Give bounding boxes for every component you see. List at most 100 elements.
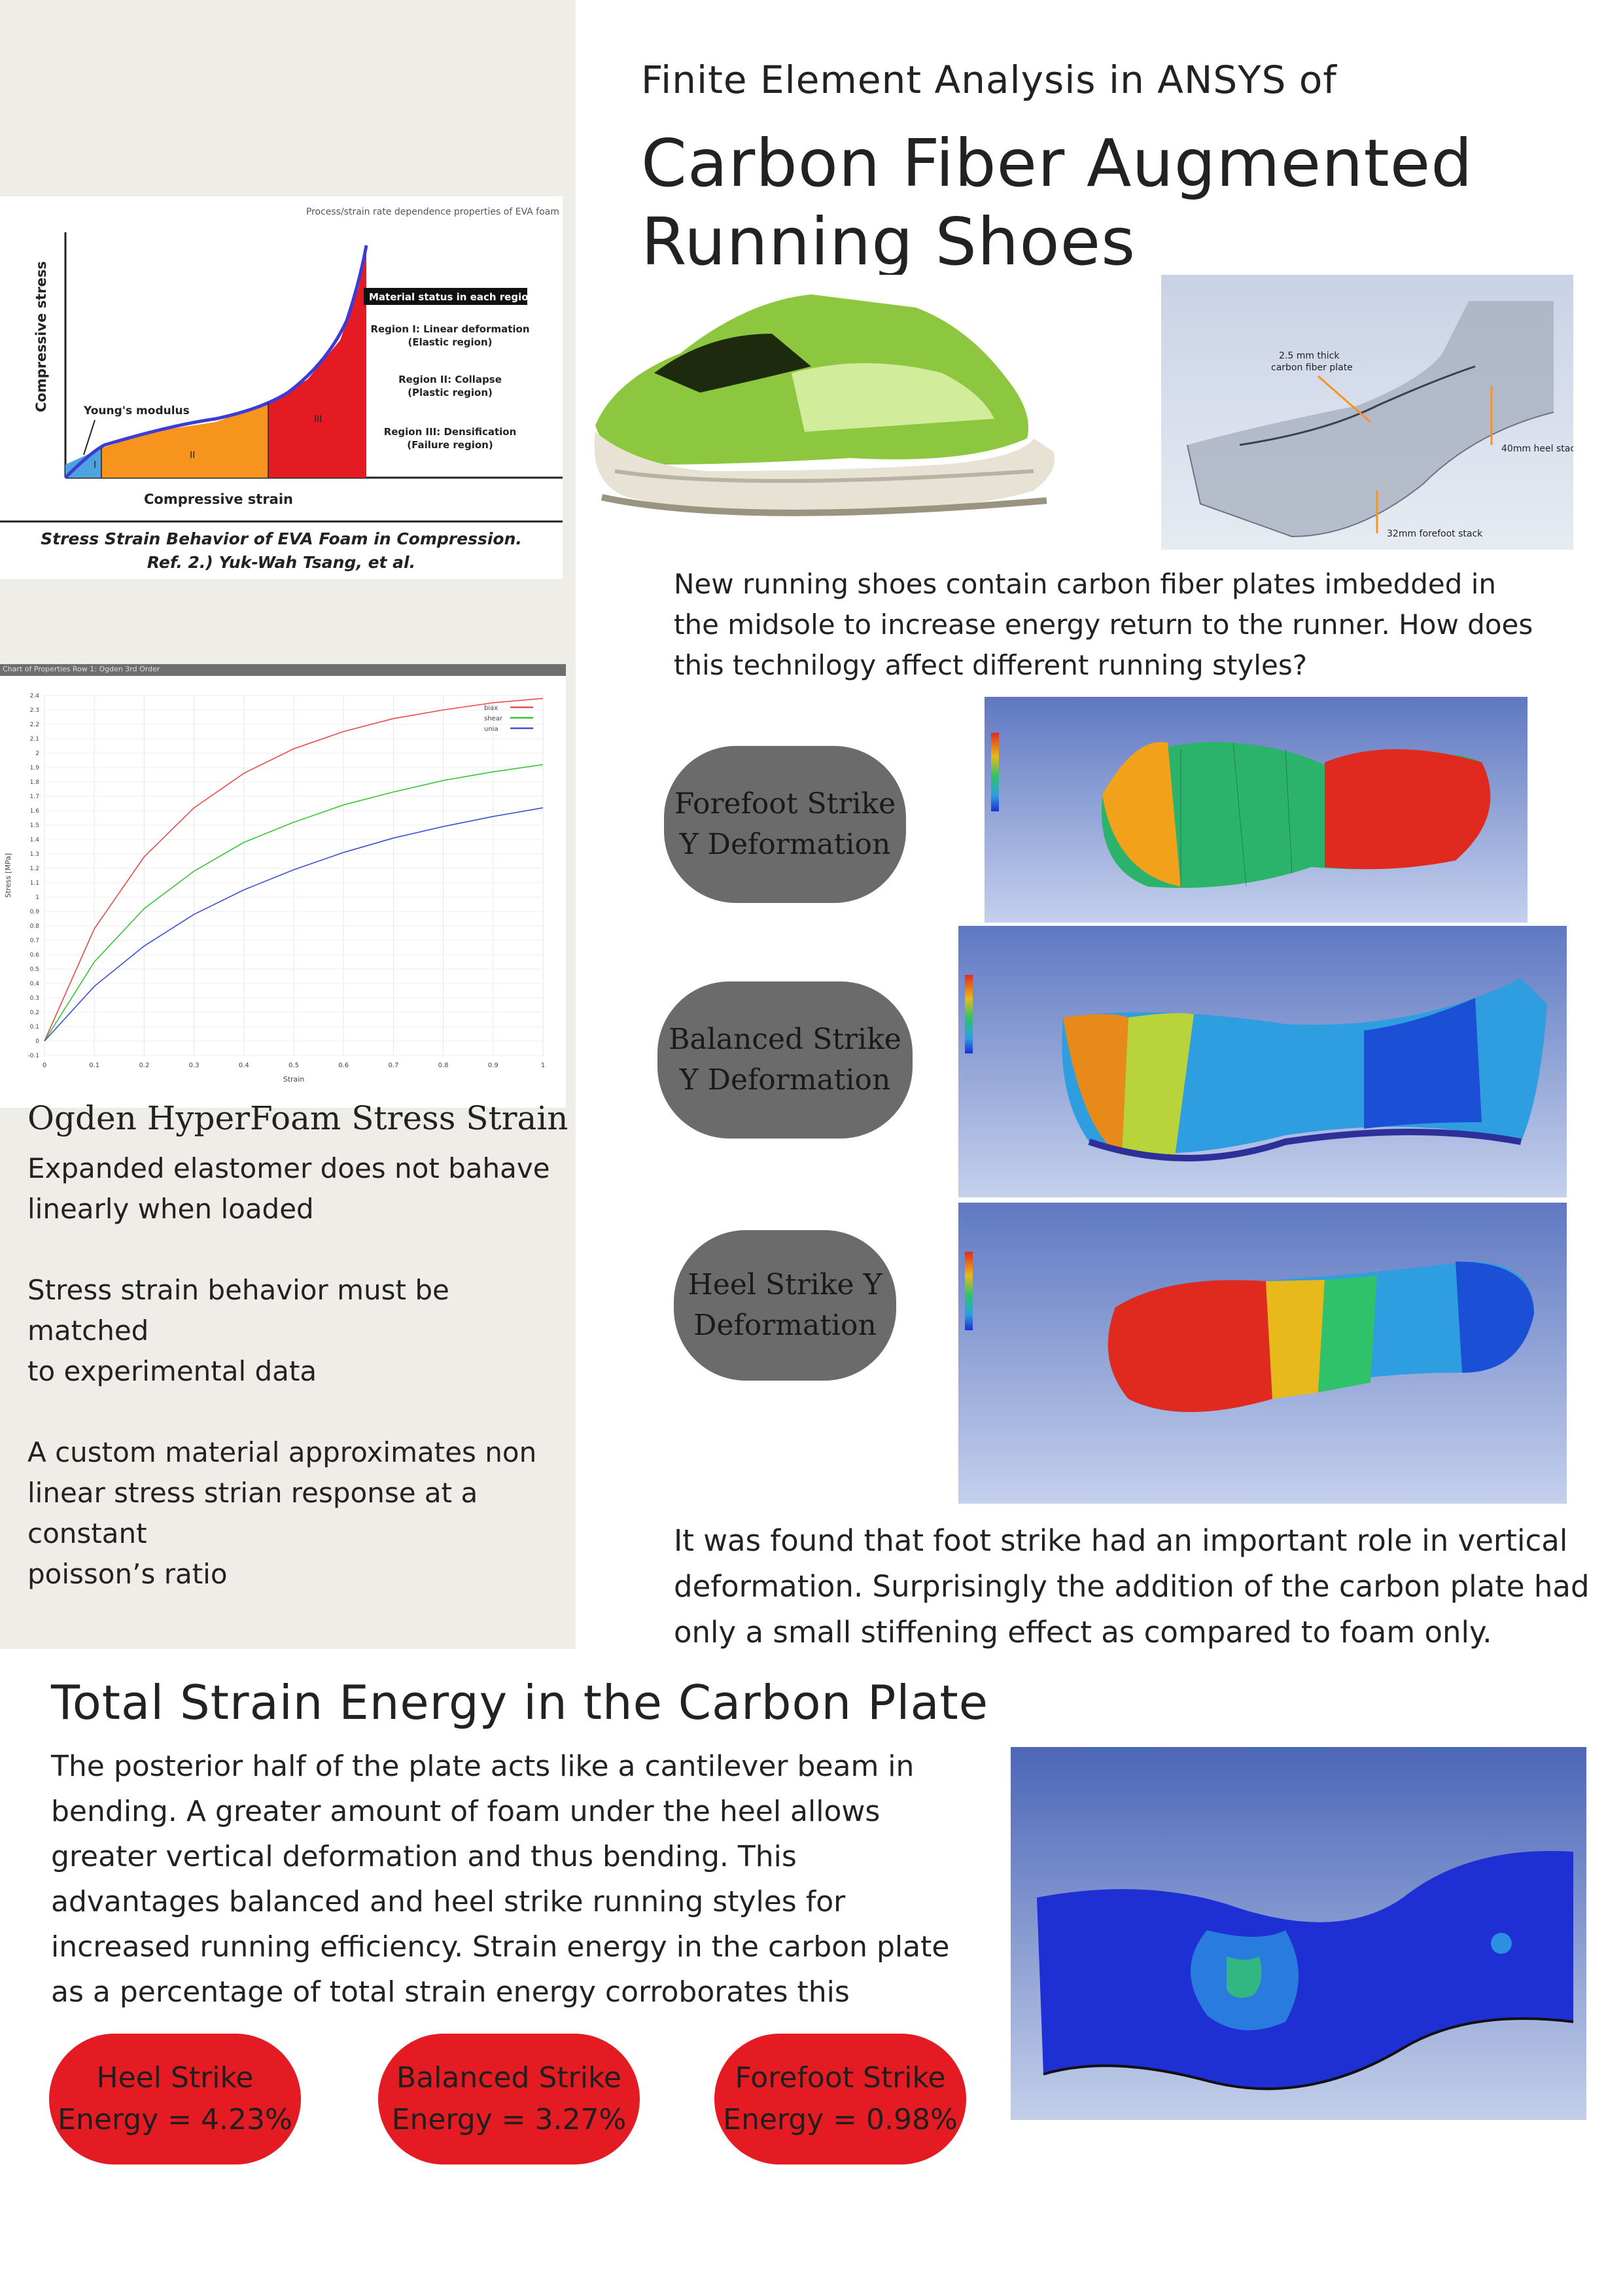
ogden-x-tick-label: 0 [43,1062,46,1069]
eva-region2-label: Region II: Collapse [398,374,502,385]
ogden-description: Expanded elastomer does not bahave linea… [27,1148,570,1595]
intro-line-3: this technilogy affect different running… [674,649,1307,681]
forefoot-energy-pill: Forefoot Strike Energy = 0.98% [714,2034,966,2164]
ogden-y-tick-label: 1.8 [30,779,40,786]
ogden-y-tick-label: 2.2 [30,722,39,728]
forefoot-energy-line2: Energy = 0.98% [723,2103,958,2136]
conclusion-paragraph: It was found that foot strike had an imp… [674,1518,1603,1655]
ogden-legend-label-biax: biax [484,705,498,712]
ogden-series-shear [44,764,544,1042]
ogden-heading: Ogden HyperFoam Stress Strain [27,1099,568,1137]
eva-label-iii: III [314,414,322,425]
ogden-y-tick-label: 1.6 [30,808,40,815]
heel-strike-pill: Heel Strike Y Deformation [674,1230,896,1381]
balanced-pill-line1: Balanced Strike [669,1023,901,1056]
energy-line-1: The posterior half of the plate acts lik… [51,1750,915,1783]
ogden-x-tick-label: 0.5 [288,1062,299,1069]
forefoot-pill-line1: Forefoot Strike [674,787,896,821]
conclusion-line-3: only a small stiffening effect as compar… [674,1615,1492,1650]
ogden-y-tick-label: 1.4 [30,837,40,843]
ogden-chart-svg: 0 0.1 0.2 0.3 0.4 0.5 0.6 0.7 0.8 0.9 1 -0.1 0 0.1 0.2… [4,693,545,1084]
ogden-p3-line2: linear stress strian response at a const… [27,1477,478,1549]
ogden-y-tick-label: 2.4 [30,693,40,699]
heel-pill-line2: Deformation [693,1309,877,1342]
ogden-series-unia [44,807,544,1042]
eva-legend-title: Material status in each region [369,291,535,303]
ogden-y-tick-label: 2 [35,751,39,757]
ogden-y-tick-label: 2.1 [30,736,39,743]
ogden-p2-line1: Stress strain behavior must be matched [27,1274,449,1347]
ogden-y-tick-label: 0.5 [30,966,39,973]
eva-label-i: I [94,460,96,470]
heel-energy-line1: Heel Strike [96,2061,254,2094]
ogden-p1-line1: Expanded elastomer does not bahave [27,1152,550,1184]
ogden-y-tick-label: 1.7 [30,794,39,800]
ogden-y-tick-label: 1 [35,894,39,901]
ogden-x-tick-label: 0.8 [438,1062,449,1069]
ogden-y-tick-label: 0.3 [30,995,39,1002]
eva-curve [64,245,368,479]
ogden-x-tick-label: 0.1 [89,1062,99,1069]
eva-xlabel: Compressive strain [144,491,293,507]
ogden-x-tick-label: 0.2 [139,1062,149,1069]
ogden-p3-line1: A custom material approximates non [27,1436,537,1468]
balanced-pill-line2: Y Deformation [679,1063,891,1097]
balanced-energy-pill: Balanced Strike Energy = 3.27% [378,2034,640,2164]
ogden-y-tick-label: 2.3 [30,707,39,714]
eva-region1-sub: (Elastic region) [408,336,492,348]
ogden-x-tick-label: 0.9 [488,1062,498,1069]
eva-figure-svg: Process/strain rate dependence propertie… [0,207,563,572]
eva-label-ii: II [190,450,195,461]
eva-region2-sub: (Plastic region) [408,387,493,398]
heel-energy-pill: Heel Strike Energy = 4.23% [49,2034,301,2164]
ogden-series-biax [44,698,544,1042]
ogden-y-tick-label: 0.4 [30,981,40,987]
ogden-x-tick-label: 0.3 [189,1062,200,1069]
eva-stress-strain-figure: Process/strain rate dependence propertie… [0,196,563,579]
intro-paragraph: New running shoes contain carbon fiber p… [674,564,1557,686]
eva-ylabel: Compressive stress [33,261,49,412]
ogden-x-tick-label: 0.4 [239,1062,249,1069]
ogden-y-tick-label: -0.1 [27,1053,39,1059]
heel-energy-line2: Energy = 4.23% [58,2103,292,2136]
ogden-xlabel: Strain [283,1075,305,1084]
balanced-strike-pill: Balanced Strike Y Deformation [657,981,913,1139]
forefoot-energy-line1: Forefoot Strike [735,2061,946,2094]
ogden-p1-line2: linearly when loaded [27,1193,314,1225]
energy-line-2: bending. A greater amount of foam under … [51,1795,881,1828]
poster-subtitle: Finite Element Analysis in ANSYS of [641,58,1337,102]
ogden-y-tick-label: 0.7 [30,938,39,944]
ogden-p3-line3: poisson’s ratio [27,1558,228,1590]
ogden-y-tick-label: 0 [35,1038,39,1045]
energy-section-title: Total Strain Energy in the Carbon Plate [51,1675,989,1730]
energy-line-6: as a percentage of total strain energy c… [51,1975,850,2009]
heel-pill-line1: Heel Strike Y [688,1268,882,1301]
balanced-energy-line1: Balanced Strike [396,2061,621,2094]
ogden-y-tick-label: 0.8 [30,923,40,930]
ogden-x-tick-label: 0.7 [388,1062,398,1069]
ogden-p2-line2: to experimental data [27,1355,317,1387]
eva-region1-label: Region I: Linear deformation [370,323,529,335]
plate-cad-svg: 2.5 mm thick carbon fiber plate 40mm hee… [1187,301,1573,539]
poster-title-line2: Running Shoes [641,203,1136,280]
shoe-photo-svg [594,294,1055,516]
intro-line-2: the midsole to increase energy return to… [674,609,1533,641]
plate-strain-energy-image [1011,1747,1586,2120]
ogden-y-tick-label: 1.3 [30,851,39,858]
energy-line-5: increased running efficiency. Strain ene… [51,1930,950,1964]
heel-stack-label: 40mm heel stack [1501,444,1573,454]
eva-region3-sub: (Failure region) [407,439,493,451]
conclusion-line-1: It was found that foot strike had an imp… [674,1523,1568,1558]
shoe-photo [576,275,1151,537]
ogden-ylabel: Stress [MPa] [4,853,12,898]
eva-caption-1: Stress Strain Behavior of EVA Foam in Co… [41,529,522,548]
eva-top-caption: Process/strain rate dependence propertie… [306,207,559,217]
poster-title-line1: Carbon Fiber Augmented [641,125,1473,202]
ogden-chart-window: Chart of Properties Row 1: Ogden 3rd Ord… [0,664,566,1108]
plate-cad-model: 2.5 mm thick carbon fiber plate 40mm hee… [1161,275,1573,550]
heel-deformation-image [958,1203,1567,1504]
energy-line-3: greater vertical deformation and thus be… [51,1840,797,1873]
ogden-x-tick-label: 0.6 [338,1062,349,1069]
plate-thickness-label2: carbon fiber plate [1271,362,1353,373]
balanced-energy-line2: Energy = 3.27% [391,2103,627,2136]
